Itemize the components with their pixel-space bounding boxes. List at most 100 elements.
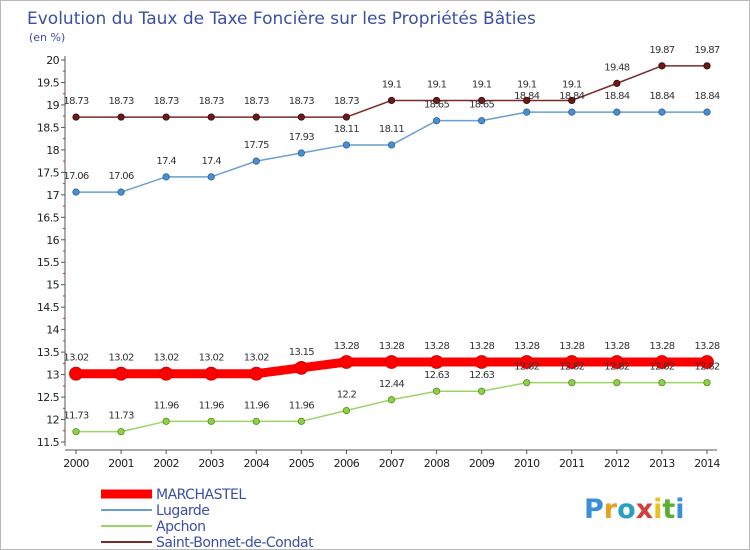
data-label: 12.63 — [424, 370, 449, 381]
data-label: 17.06 — [109, 171, 134, 182]
data-point — [72, 428, 80, 436]
data-point — [564, 355, 579, 369]
data-label: 19.1 — [472, 79, 492, 90]
data-label: 19.48 — [604, 62, 629, 73]
x-tick-label: 2014 — [694, 457, 720, 470]
data-label: 13.02 — [244, 353, 269, 364]
data-point — [204, 366, 219, 381]
series-lines — [69, 62, 714, 436]
data-point — [655, 355, 669, 369]
data-point — [207, 173, 215, 181]
x-tick-label: 2002 — [153, 457, 179, 470]
y-tick-label: 15 — [46, 279, 59, 292]
data-label: 17.4 — [156, 156, 176, 167]
data-label: 18.73 — [63, 96, 88, 107]
data-label: 19.87 — [694, 45, 719, 56]
data-label: 13.28 — [649, 341, 674, 352]
data-label: 18.84 — [559, 91, 584, 102]
x-tick-label: 2006 — [334, 457, 360, 470]
series-lugarde — [72, 108, 711, 196]
data-label: 11.73 — [109, 411, 134, 422]
data-point — [162, 113, 170, 121]
data-point — [207, 113, 215, 121]
data-label: 17.4 — [201, 156, 221, 167]
series-marchastel — [69, 355, 714, 381]
y-tick-label: 16.5 — [37, 211, 60, 224]
y-tick-label: 20 — [46, 54, 59, 67]
data-point — [658, 379, 666, 387]
axes: 11.5 12 12.5 13 13.5 14 14.5 15 15.5 16 16.5 17 17.5… — [37, 54, 721, 470]
y-tick-label: 18.5 — [37, 121, 60, 134]
data-point — [519, 355, 534, 369]
y-tick-label: 14 — [46, 324, 59, 337]
data-label: 18.73 — [244, 96, 269, 107]
data-point — [613, 379, 621, 387]
data-label: 19.1 — [562, 79, 582, 90]
legend-label: Lugarde — [156, 503, 209, 519]
data-label: 11.96 — [154, 400, 179, 411]
data-label: 17.06 — [63, 171, 88, 182]
logo-letter: x — [636, 494, 653, 525]
data-label: 19.1 — [517, 79, 537, 90]
data-point — [297, 417, 305, 425]
data-label: 18.11 — [379, 124, 404, 135]
data-point — [613, 79, 621, 87]
y-tick-label: 19 — [46, 99, 59, 112]
logo-letter: t — [662, 494, 675, 525]
y-tick-label: 19.5 — [37, 76, 60, 89]
data-label: 18.84 — [514, 91, 539, 102]
data-point — [523, 96, 531, 105]
data-label: 19.1 — [427, 79, 447, 90]
x-tick-label: 2003 — [198, 457, 224, 470]
data-point — [703, 62, 711, 70]
data-point — [432, 117, 441, 125]
x-tick-label: 2001 — [108, 457, 134, 470]
data-point — [72, 113, 80, 121]
y-tick-label: 12 — [46, 414, 59, 427]
legend-item: MARCHASTEL — [101, 487, 247, 503]
data-label: 18.11 — [334, 124, 359, 135]
data-label: 18.73 — [109, 96, 134, 107]
data-point — [252, 113, 260, 121]
data-label: 12.82 — [649, 362, 674, 373]
x-tick-label: 2013 — [649, 457, 675, 470]
legend: MARCHASTELLugardeApchonSaint-Bonnet-de-C… — [101, 487, 315, 549]
y-tick-label: 17 — [46, 189, 59, 202]
data-label: 18.65 — [469, 100, 494, 111]
data-label: 13.02 — [154, 353, 179, 364]
data-point — [72, 188, 80, 196]
data-label: 13.02 — [109, 353, 134, 364]
data-label: 12.63 — [469, 370, 494, 381]
data-label: 12.82 — [514, 362, 539, 373]
data-point — [207, 417, 215, 425]
data-label: 18.84 — [604, 91, 629, 102]
data-label: 13.28 — [559, 341, 584, 352]
data-point — [474, 355, 489, 369]
x-tick-label: 2007 — [379, 457, 405, 470]
data-label: 13.28 — [694, 341, 719, 352]
data-point — [252, 157, 260, 165]
data-point — [658, 62, 666, 70]
data-label: 18.84 — [694, 91, 719, 102]
logo-letter: o — [617, 494, 636, 525]
data-point — [432, 96, 441, 105]
data-point — [252, 417, 260, 425]
data-point — [117, 428, 125, 436]
data-label: 17.93 — [289, 132, 314, 143]
data-point — [342, 113, 351, 121]
data-label: 13.28 — [469, 341, 494, 352]
data-point — [478, 117, 486, 125]
data-point — [384, 355, 399, 369]
y-tick-label: 13.5 — [37, 346, 60, 359]
data-point — [523, 108, 531, 116]
logo-text: Proxiti — [584, 494, 685, 525]
data-point — [297, 149, 305, 157]
data-label: 18.65 — [424, 100, 449, 111]
y-tick-label: 16 — [46, 234, 59, 247]
chart-title: Evolution du Taux de Taxe Foncière sur l… — [27, 9, 536, 29]
data-point — [387, 141, 396, 149]
data-label: 18.73 — [289, 96, 314, 107]
data-label: 13.28 — [514, 341, 539, 352]
